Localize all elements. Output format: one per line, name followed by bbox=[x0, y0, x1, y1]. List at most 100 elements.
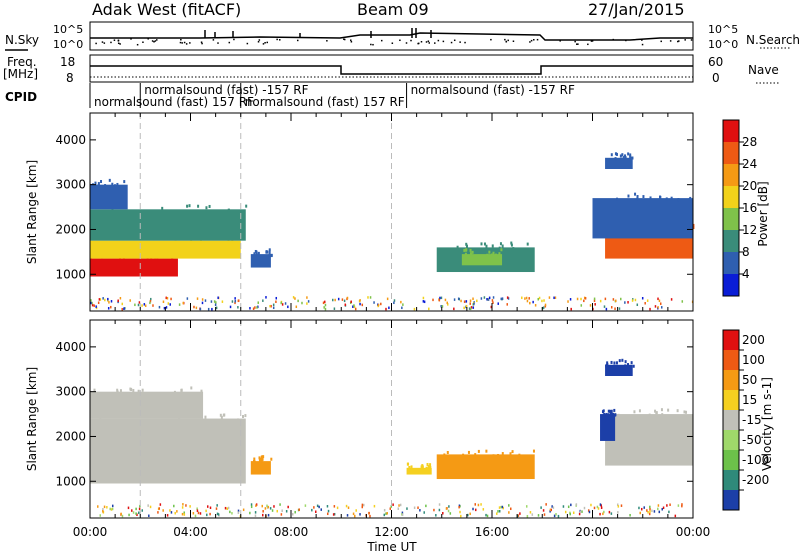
velocity-noise-speckle bbox=[643, 506, 645, 509]
power-noise-speckle bbox=[150, 297, 152, 301]
velocity-noise-speckle bbox=[477, 503, 480, 507]
power-speckle bbox=[111, 208, 114, 212]
velocity-noise-speckle bbox=[249, 511, 251, 515]
velocity-colorbar-tick-label: 100 bbox=[742, 353, 765, 367]
velocity-speckle bbox=[180, 388, 183, 392]
velocity-speckle bbox=[200, 389, 203, 393]
power-noise-speckle bbox=[350, 300, 352, 304]
station-title: Adak West (fitACF) bbox=[92, 0, 241, 19]
power-noise-speckle bbox=[393, 301, 395, 305]
velocity-colorbar-swatch bbox=[723, 370, 739, 390]
power-noise-speckle bbox=[123, 307, 125, 310]
power-noise-speckle bbox=[275, 300, 277, 304]
noise-search-dot bbox=[181, 42, 183, 44]
velocity-colorbar-tick-label: 50 bbox=[742, 373, 757, 387]
power-noise-speckle bbox=[359, 299, 361, 302]
freq-label-line-1: Freq. bbox=[7, 55, 37, 69]
noise-search-dot bbox=[434, 42, 436, 44]
power-noise-speckle bbox=[614, 307, 616, 310]
power-noise-speckle bbox=[469, 302, 471, 305]
velocity-noise-speckle bbox=[620, 504, 623, 507]
velocity-ylabel: Slant Range [km] bbox=[25, 367, 39, 471]
velocity-noise-speckle bbox=[185, 504, 187, 507]
power-noise-speckle bbox=[444, 298, 447, 302]
velocity-speckle bbox=[241, 415, 244, 419]
velocity-noise-speckle bbox=[657, 507, 659, 511]
noise-search-dot bbox=[625, 39, 627, 42]
velocity-speckle bbox=[462, 453, 465, 457]
velocity-noise-speckle bbox=[311, 508, 313, 512]
velocity-noise-speckle bbox=[398, 504, 400, 507]
power-colorbar-swatch bbox=[723, 252, 739, 274]
velocity-speckle bbox=[618, 359, 621, 363]
power-noise-speckle bbox=[201, 301, 204, 305]
noise-search-dot bbox=[257, 41, 260, 43]
power-noise-speckle bbox=[110, 300, 113, 303]
velocity-speckle bbox=[410, 465, 413, 469]
power-speckle bbox=[622, 156, 625, 160]
power-noise-speckle bbox=[470, 306, 473, 309]
power-noise-speckle bbox=[234, 301, 236, 305]
power-noise-speckle bbox=[521, 296, 523, 300]
power-noise-speckle bbox=[544, 305, 547, 308]
velocity-noise-speckle bbox=[242, 508, 245, 512]
velocity-speckle bbox=[477, 449, 480, 453]
velocity-noise-speckle bbox=[216, 512, 219, 516]
velocity-speckle bbox=[261, 457, 264, 461]
velocity-noise-speckle bbox=[508, 504, 510, 507]
power-speckle bbox=[494, 253, 497, 257]
velocity-noise-speckle bbox=[638, 506, 640, 510]
noise-search-dot bbox=[684, 39, 686, 41]
power-noise-speckle bbox=[323, 300, 326, 304]
velocity-ytick-label: 1000 bbox=[55, 474, 86, 488]
velocity-noise-speckle bbox=[336, 506, 339, 510]
power-noise-speckle bbox=[441, 305, 444, 308]
velocity-speckle bbox=[627, 363, 630, 367]
velocity-ytick-label: 4000 bbox=[55, 340, 86, 354]
power-noise-speckle bbox=[386, 297, 389, 301]
velocity-noise-speckle bbox=[501, 505, 504, 509]
velocity-panel: Slant Range [km] bbox=[25, 319, 694, 519]
velocity-noise-speckle bbox=[472, 507, 474, 511]
power-speckle bbox=[188, 204, 191, 208]
noise-search-dot bbox=[641, 39, 643, 41]
velocity-noise-speckle bbox=[237, 509, 240, 513]
power-noise-speckle bbox=[107, 299, 109, 302]
velocity-noise-speckle bbox=[326, 505, 329, 508]
velocity-noise-speckle bbox=[474, 503, 477, 506]
power-noise-speckle bbox=[472, 306, 475, 309]
velocity-noise-speckle bbox=[215, 507, 218, 510]
velocity-noise-speckle bbox=[182, 503, 184, 506]
velocity-noise-speckle bbox=[590, 503, 592, 507]
velocity-colorbar-tick-label: 15 bbox=[742, 393, 757, 407]
power-speckle bbox=[255, 252, 258, 256]
power-ytick-label: 3000 bbox=[55, 178, 86, 192]
velocity-noise-speckle bbox=[385, 512, 387, 515]
velocity-noise-speckle bbox=[661, 507, 663, 511]
velocity-noise-speckle bbox=[102, 508, 104, 511]
power-noise-speckle bbox=[570, 307, 572, 311]
velocity-noise-speckle bbox=[458, 505, 460, 509]
velocity-noise-speckle bbox=[281, 509, 283, 512]
noise-search-dot bbox=[533, 39, 535, 41]
power-noise-speckle bbox=[627, 301, 629, 304]
power-speckle bbox=[94, 181, 97, 185]
velocity-speckle bbox=[632, 364, 635, 368]
velocity-noise-speckle bbox=[564, 510, 567, 514]
power-noise-speckle bbox=[593, 297, 596, 301]
velocity-noise-speckle bbox=[267, 513, 270, 517]
power-speckle bbox=[471, 250, 474, 254]
power-echo-region bbox=[90, 209, 246, 241]
power-noise-speckle bbox=[265, 296, 267, 299]
velocity-noise-speckle bbox=[206, 505, 209, 508]
power-noise-speckle bbox=[324, 303, 327, 307]
power-speckle bbox=[630, 156, 633, 160]
power-noise-speckle bbox=[620, 297, 622, 301]
power-noise-speckle bbox=[137, 303, 140, 307]
power-noise-speckle bbox=[541, 299, 543, 303]
velocity-speckle bbox=[630, 361, 633, 365]
velocity-noise-speckle bbox=[106, 506, 108, 509]
power-speckle bbox=[512, 247, 515, 251]
velocity-speckle bbox=[609, 411, 612, 415]
noise-search-dot bbox=[142, 41, 144, 43]
